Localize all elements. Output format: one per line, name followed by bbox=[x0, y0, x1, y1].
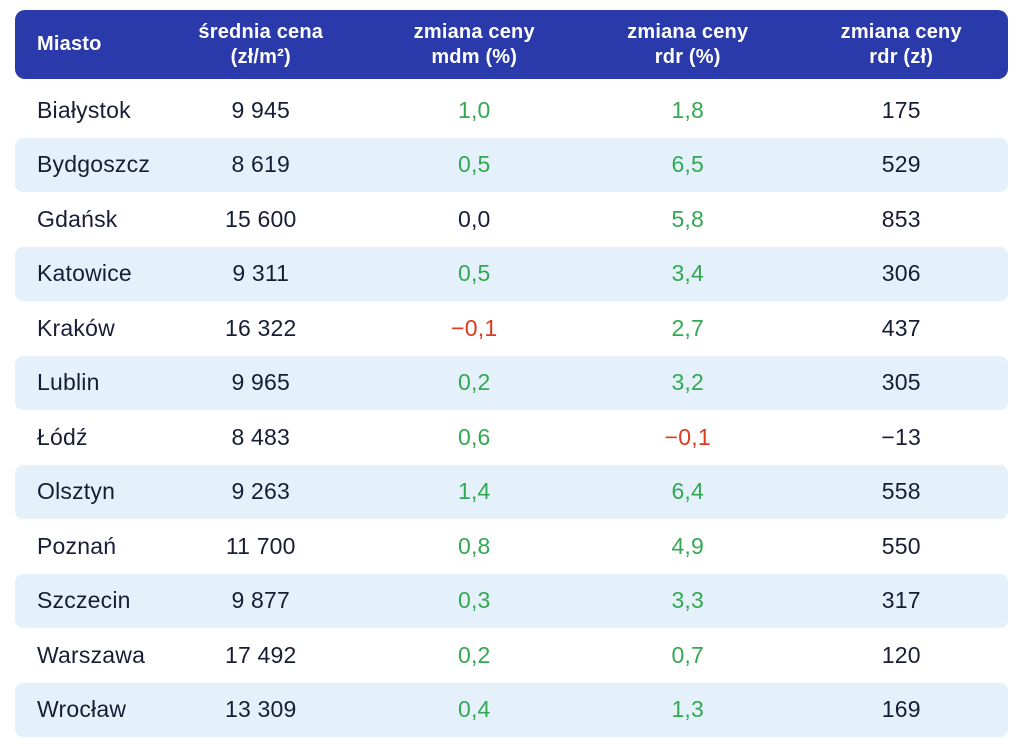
rdr-change-value: 1,3 bbox=[671, 696, 705, 723]
rdr-change-value: 1,8 bbox=[671, 96, 705, 123]
rdr-change-value: 0,7 bbox=[671, 641, 705, 668]
avg-price-value: 9 263 bbox=[231, 478, 291, 505]
column-header-miasto: Miasto bbox=[37, 33, 102, 56]
mdm-change-value: 0,8 bbox=[457, 532, 491, 559]
rdr-zl-value: 175 bbox=[881, 96, 921, 123]
city-name: Białystok bbox=[37, 96, 131, 123]
rdr-change-value: 6,4 bbox=[671, 478, 705, 505]
table-row: Bydgoszcz 8 619 0,5 6,5 529 bbox=[15, 137, 1008, 192]
table-row: Szczecin 9 877 0,3 3,3 317 bbox=[15, 573, 1008, 628]
rdr-zl-value: 529 bbox=[881, 151, 921, 178]
table-row: Gdańsk 15 600 0,0 5,8 853 bbox=[15, 192, 1008, 247]
table-row: Łódź 8 483 0,6 −0,1 −13 bbox=[15, 410, 1008, 465]
mdm-change-value: 1,0 bbox=[457, 96, 491, 123]
city-name: Warszawa bbox=[37, 641, 146, 668]
rdr-zl-value: 306 bbox=[881, 260, 921, 287]
avg-price-value: 8 619 bbox=[231, 151, 291, 178]
avg-price-value: 9 877 bbox=[231, 587, 291, 614]
column-header-srednia-cena: średnia cena (zł/m²) bbox=[198, 21, 324, 68]
table-row: Białystok 9 945 1,0 1,8 175 bbox=[15, 83, 1008, 138]
avg-price-value: 16 322 bbox=[224, 314, 297, 341]
city-name: Gdańsk bbox=[37, 205, 118, 232]
city-name: Kraków bbox=[37, 314, 115, 341]
city-name: Szczecin bbox=[37, 587, 131, 614]
table-row: Warszawa 17 492 0,2 0,7 120 bbox=[15, 628, 1008, 683]
table-row: Olsztyn 9 263 1,4 6,4 558 bbox=[15, 464, 1008, 519]
mdm-change-value: 0,0 bbox=[457, 205, 491, 232]
rdr-zl-value: 437 bbox=[881, 314, 921, 341]
table-row: Lublin 9 965 0,2 3,2 305 bbox=[15, 355, 1008, 410]
avg-price-value: 9 945 bbox=[231, 96, 291, 123]
city-name: Łódź bbox=[37, 423, 88, 450]
rdr-change-value: 2,7 bbox=[671, 314, 705, 341]
column-header-zmiana-rdr-pct: zmiana ceny rdr (%) bbox=[627, 21, 749, 68]
avg-price-value: 13 309 bbox=[224, 696, 297, 723]
rdr-zl-value: 550 bbox=[881, 532, 921, 559]
avg-price-value: 11 700 bbox=[225, 532, 296, 559]
rdr-change-value: −0,1 bbox=[664, 423, 711, 450]
table-row: Wrocław 13 309 0,4 1,3 169 bbox=[15, 682, 1008, 737]
table-row: Katowice 9 311 0,5 3,4 306 bbox=[15, 246, 1008, 301]
rdr-zl-value: 317 bbox=[881, 587, 921, 614]
rdr-change-value: 3,3 bbox=[671, 587, 705, 614]
avg-price-value: 8 483 bbox=[231, 423, 291, 450]
city-name: Olsztyn bbox=[37, 478, 116, 505]
mdm-change-value: 1,4 bbox=[457, 478, 491, 505]
mdm-change-value: 0,5 bbox=[457, 151, 491, 178]
rdr-zl-value: 169 bbox=[881, 696, 921, 723]
city-price-table: Miasto średnia cena (zł/m²) zmiana ceny mdm … bbox=[15, 10, 1008, 737]
mdm-change-value: 0,2 bbox=[457, 369, 491, 396]
column-header-zmiana-mdm: zmiana ceny mdm (%) bbox=[413, 21, 535, 68]
avg-price-value: 9 311 bbox=[232, 260, 290, 287]
rdr-zl-value: 853 bbox=[881, 205, 921, 232]
rdr-zl-value: 305 bbox=[881, 369, 921, 396]
rdr-zl-value: −13 bbox=[881, 423, 922, 450]
city-name: Bydgoszcz bbox=[37, 151, 151, 178]
avg-price-value: 15 600 bbox=[224, 205, 297, 232]
table-row: Kraków 16 322 −0,1 2,7 437 bbox=[15, 301, 1008, 356]
city-name: Wrocław bbox=[37, 696, 127, 723]
rdr-change-value: 4,9 bbox=[671, 532, 705, 559]
table-header-row: Miasto średnia cena (zł/m²) zmiana ceny mdm … bbox=[15, 10, 1008, 79]
table-body: Białystok 9 945 1,0 1,8 175 Bydgoszcz 8 619 0,5… bbox=[15, 83, 1008, 737]
city-name: Lublin bbox=[37, 369, 100, 396]
city-name: Poznań bbox=[37, 532, 117, 559]
avg-price-value: 17 492 bbox=[224, 641, 297, 668]
rdr-change-value: 6,5 bbox=[671, 151, 705, 178]
mdm-change-value: 0,4 bbox=[457, 696, 491, 723]
mdm-change-value: 0,3 bbox=[457, 587, 491, 614]
column-header-zmiana-rdr-zl: zmiana ceny rdr (zł) bbox=[840, 21, 962, 68]
rdr-change-value: 3,4 bbox=[671, 260, 705, 287]
mdm-change-value: −0,1 bbox=[451, 314, 498, 341]
mdm-change-value: 0,2 bbox=[457, 641, 491, 668]
rdr-zl-value: 558 bbox=[881, 478, 921, 505]
rdr-change-value: 5,8 bbox=[671, 205, 705, 232]
table-row: Poznań 11 700 0,8 4,9 550 bbox=[15, 519, 1008, 574]
rdr-change-value: 3,2 bbox=[671, 369, 705, 396]
mdm-change-value: 0,6 bbox=[457, 423, 491, 450]
mdm-change-value: 0,5 bbox=[457, 260, 491, 287]
city-name: Katowice bbox=[37, 260, 132, 287]
rdr-zl-value: 120 bbox=[881, 641, 921, 668]
avg-price-value: 9 965 bbox=[231, 369, 291, 396]
